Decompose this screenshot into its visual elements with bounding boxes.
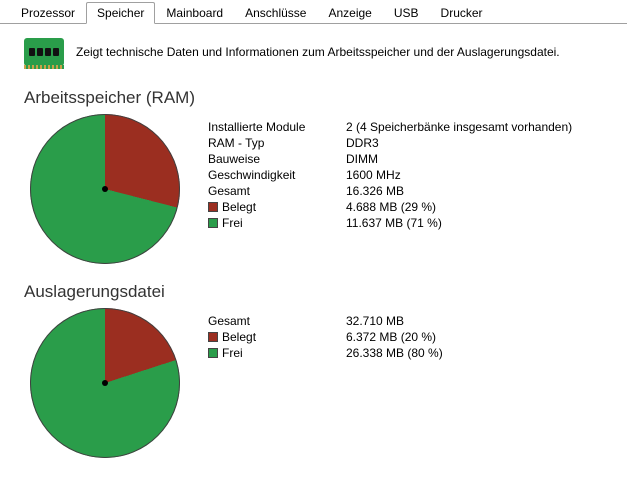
tab-anzeige[interactable]: Anzeige — [317, 2, 382, 24]
property-label: Belegt — [208, 330, 338, 344]
property-value: 2 (4 Speicherbänke insgesamt vorhanden) — [346, 120, 572, 134]
property-value: 11.637 MB (71 %) — [346, 216, 572, 230]
used-swatch — [208, 332, 218, 342]
property-label: RAM - Typ — [208, 136, 338, 150]
ram-properties: Installierte Module 2 (4 Speicherbänke in… — [208, 114, 572, 230]
property-label: Frei — [208, 346, 338, 360]
property-label: Gesamt — [208, 184, 338, 198]
property-value: 16.326 MB — [346, 184, 572, 198]
property-value: DIMM — [346, 152, 572, 166]
ram-icon — [24, 38, 64, 66]
used-swatch — [208, 202, 218, 212]
swap-section-title: Auslagerungsdatei — [24, 282, 603, 302]
tab-mainboard[interactable]: Mainboard — [155, 2, 234, 24]
swap-pie-chart — [30, 308, 180, 458]
tab-usb[interactable]: USB — [383, 2, 430, 24]
property-label: Geschwindigkeit — [208, 168, 338, 182]
property-label: Belegt — [208, 200, 338, 214]
ram-pie-chart — [30, 114, 180, 264]
tab-speicher[interactable]: Speicher — [86, 2, 155, 24]
tab-prozessor[interactable]: Prozessor — [10, 2, 86, 24]
free-swatch — [208, 218, 218, 228]
property-label: Frei — [208, 216, 338, 230]
header-text: Zeigt technische Daten und Informationen… — [76, 45, 560, 59]
ram-section-title: Arbeitsspeicher (RAM) — [24, 88, 603, 108]
tab-anschluesse[interactable]: Anschlüsse — [234, 2, 317, 24]
property-label: Installierte Module — [208, 120, 338, 134]
property-value: 32.710 MB — [346, 314, 443, 328]
content-area: Zeigt technische Daten und Informationen… — [0, 24, 627, 490]
property-value: DDR3 — [346, 136, 572, 150]
header-row: Zeigt technische Daten und Informationen… — [24, 38, 603, 66]
property-label: Gesamt — [208, 314, 338, 328]
free-swatch — [208, 348, 218, 358]
swap-properties: Gesamt 32.710 MB Belegt 6.372 MB (20 %) Frei… — [208, 308, 443, 360]
tab-bar: Prozessor Speicher Mainboard Anschlüsse … — [0, 0, 627, 24]
ram-section: Installierte Module 2 (4 Speicherbänke in… — [24, 114, 603, 264]
tab-drucker[interactable]: Drucker — [430, 2, 494, 24]
property-value: 4.688 MB (29 %) — [346, 200, 572, 214]
property-label: Bauweise — [208, 152, 338, 166]
property-value: 6.372 MB (20 %) — [346, 330, 443, 344]
property-value: 26.338 MB (80 %) — [346, 346, 443, 360]
swap-section: Gesamt 32.710 MB Belegt 6.372 MB (20 %) Frei… — [24, 308, 603, 458]
property-value: 1600 MHz — [346, 168, 572, 182]
